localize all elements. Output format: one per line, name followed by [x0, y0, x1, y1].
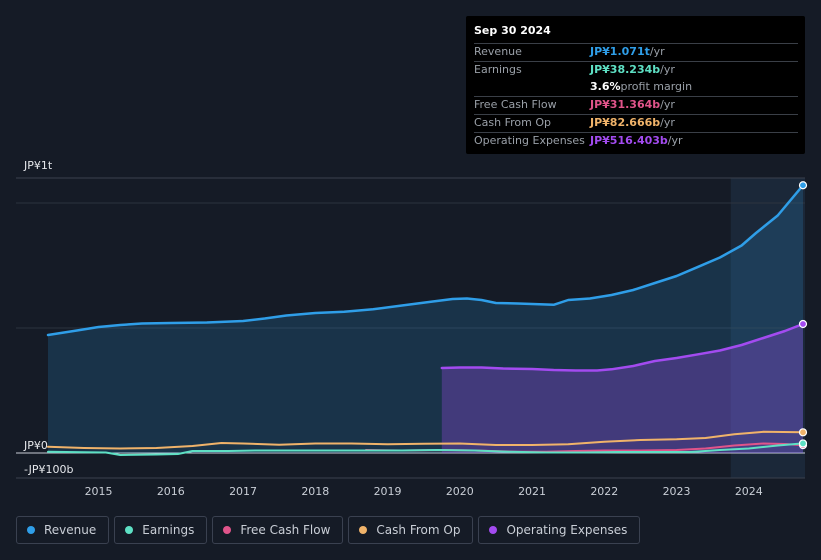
tooltip-row-label: Free Cash Flow: [474, 98, 557, 111]
x-tick-label: 2024: [735, 485, 763, 498]
legend-dot-icon: [27, 526, 35, 534]
tooltip-row-unit: /yr: [660, 98, 675, 111]
tooltip-row-value: 3.6%: [590, 80, 621, 93]
tooltip-row-unit: /yr: [649, 45, 665, 58]
legend-dot-icon: [125, 526, 134, 534]
tooltip-row: Revenue JP¥1.071t /yr: [474, 43, 798, 61]
legend-label: Free Cash Flow: [240, 523, 331, 537]
x-tick-label: 2019: [374, 485, 402, 498]
tooltip-row-unit: /yr: [660, 116, 675, 129]
tooltip-row-value: JP¥516.403b: [590, 134, 668, 147]
y-axis-labels: JP¥1t JP¥0 -JP¥100b: [23, 159, 73, 476]
operating-expenses-endpoint-marker: [798, 319, 808, 329]
legend-label: Revenue: [44, 523, 97, 537]
cash-from-op-line: [47, 430, 804, 450]
tooltip-row-label: Operating Expenses: [474, 134, 585, 147]
x-axis-labels: 2015 2016 2017 2018 2019 2020 2021 2022 2023 2024: [85, 485, 763, 498]
y-tick-label: -JP¥100b: [24, 463, 73, 476]
tooltip-row-label: Earnings: [474, 63, 522, 76]
legend-dot-icon: [489, 526, 498, 534]
legend-item-free-cash-flow[interactable]: Free Cash Flow: [212, 516, 344, 544]
legend-label: Operating Expenses: [506, 523, 628, 537]
legend-dot-icon: [223, 526, 232, 534]
x-tick-label: 2023: [663, 485, 691, 498]
tooltip-row-value: JP¥1.071t: [590, 45, 650, 58]
x-tick-label: 2018: [301, 485, 329, 498]
tooltip-row: 3.6% profit margin: [474, 79, 798, 96]
revenue-endpoint-marker: [798, 181, 808, 190]
x-tick-label: 2020: [446, 485, 474, 498]
tooltip-row-label: Revenue: [474, 45, 522, 58]
x-tick-label: 2015: [85, 485, 113, 498]
series-layer: [46, 181, 808, 456]
tooltip-row-unit: profit margin: [620, 80, 693, 93]
revenue-area: [48, 185, 803, 454]
tooltip-row-value: JP¥31.364b: [590, 98, 661, 111]
x-tick-label: 2021: [518, 485, 546, 498]
legend-label: Earnings: [142, 523, 195, 537]
cash-from-op-endpoint-marker: [798, 428, 808, 437]
operating-expenses-area: [441, 324, 803, 453]
revenue-line: [46, 184, 805, 337]
tooltip-row: Operating Expenses JP¥516.403b /yr: [474, 132, 798, 150]
legend-item-revenue[interactable]: Revenue: [16, 516, 110, 544]
tooltip-row-label: Cash From Op: [474, 116, 552, 129]
earnings-endpoint-marker: [798, 439, 808, 448]
chart-legend: Revenue Earnings Free Cash Flow Cash From O…: [16, 516, 641, 546]
y-tick-label: JP¥0: [23, 439, 48, 452]
legend-dot-icon: [359, 526, 368, 534]
tooltip-row-unit: /yr: [660, 63, 675, 76]
y-tick-label: JP¥1t: [23, 159, 53, 172]
operating-expenses-line: [440, 322, 805, 372]
earnings-line: [47, 442, 804, 456]
tooltip-row: Free Cash Flow JP¥31.364b /yr: [474, 96, 798, 114]
tooltip-row-value: JP¥82.666b: [590, 116, 661, 129]
tooltip-row: Earnings JP¥38.234b /yr: [474, 61, 798, 79]
tooltip-row-unit: /yr: [667, 134, 683, 147]
legend-label: Cash From Op: [376, 523, 461, 537]
hover-tooltip: Sep 30 2024 Revenue JP¥1.071t /yr Earnings…: [466, 16, 805, 154]
tooltip-date: Sep 30 2024: [474, 24, 551, 37]
x-tick-label: 2022: [590, 485, 618, 498]
x-tick-label: 2016: [157, 485, 185, 498]
x-tick-label: 2017: [229, 485, 257, 498]
legend-item-earnings[interactable]: Earnings: [114, 516, 208, 544]
tooltip-row-label: [474, 79, 590, 96]
legend-item-operating-expenses[interactable]: Operating Expenses: [478, 516, 641, 544]
legend-item-cash-from-op[interactable]: Cash From Op: [348, 516, 474, 544]
tooltip-row: Cash From Op JP¥82.666b /yr: [474, 114, 798, 132]
tooltip-row-value: JP¥38.234b: [590, 63, 661, 76]
